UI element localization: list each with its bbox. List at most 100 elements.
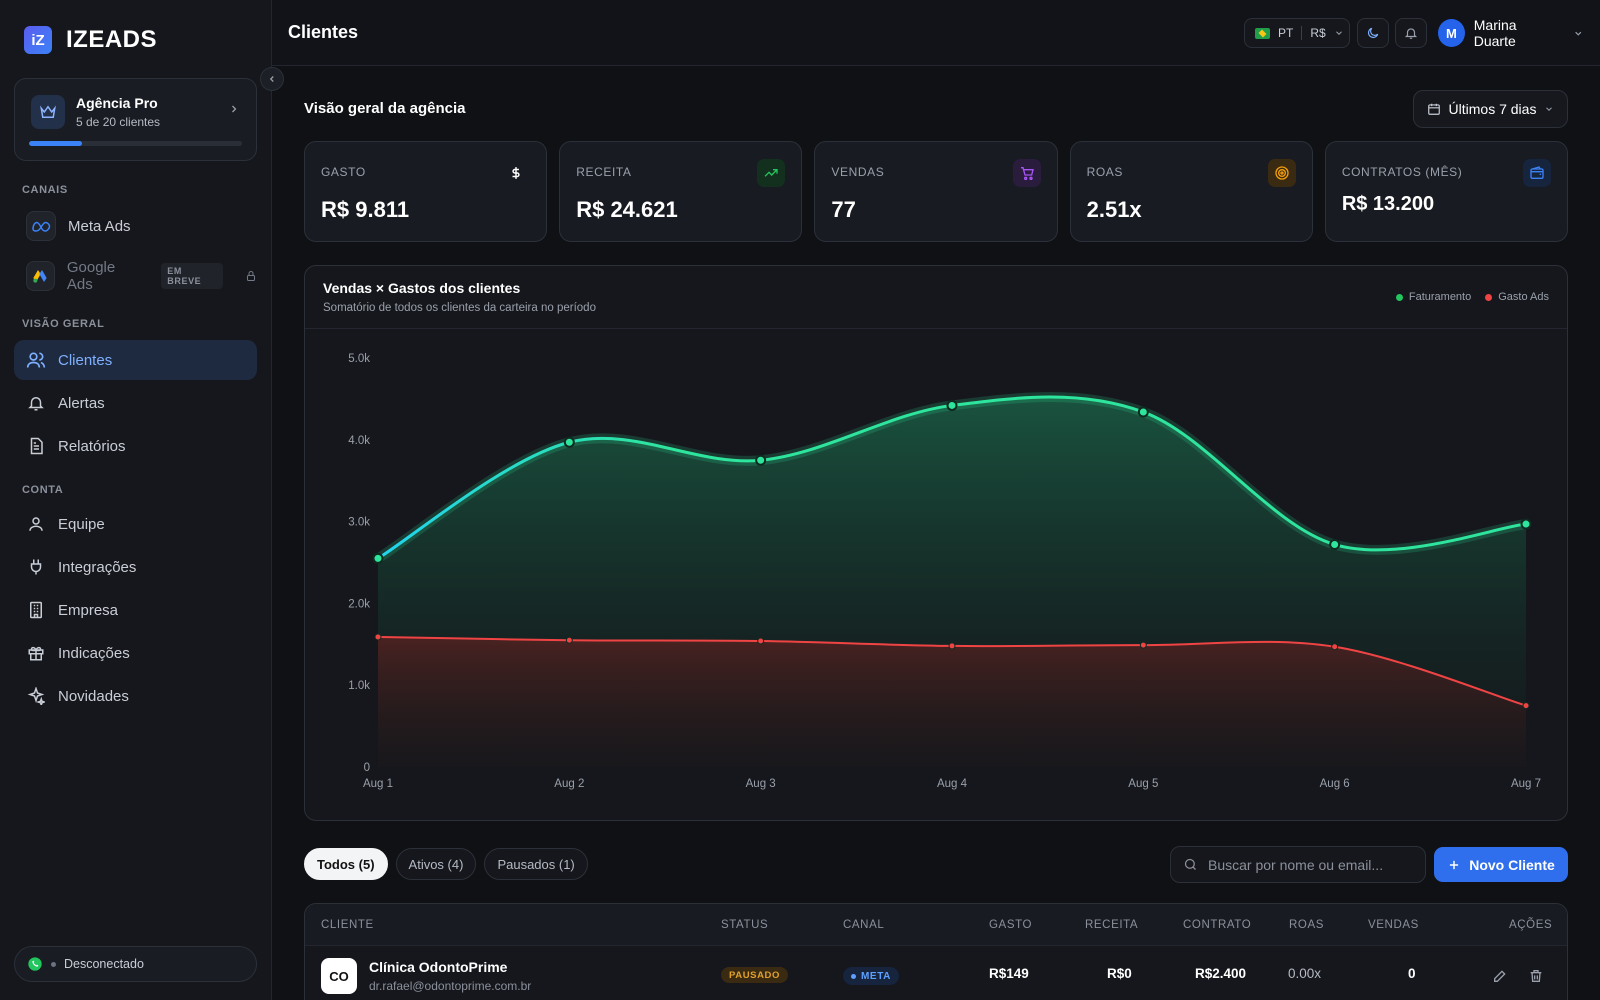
sidebar-item-label: Alertas [58,394,105,412]
plan-card[interactable]: Agência Pro 5 de 20 clientes [14,78,257,161]
column-gasto[interactable]: GASTO [989,919,1033,931]
sidebar-item-meta-ads[interactable]: Meta Ads [14,206,257,246]
sidebar-item-clientes[interactable]: Clientes [14,340,257,380]
y-tick-label: 3.0k [348,517,370,529]
kpi-label: RECEITA [576,165,632,179]
bell-icon [26,393,46,413]
wallet-icon [1523,159,1552,187]
sidebar-item-label: Clientes [58,351,113,369]
column-acoes: AÇÕES [1509,919,1553,931]
language-currency-selector[interactable]: PT R$ [1244,18,1350,48]
y-tick-label: 2.0k [348,598,370,610]
sidebar: iZ IZEADS Agência Pro 5 de 20 clientes C… [0,0,272,1000]
new-client-button[interactable]: Novo Cliente [1434,847,1568,882]
coming-soon-badge: EM BREVE [161,263,223,289]
sidebar-item-label: Meta Ads [68,217,131,235]
notifications-button[interactable] [1395,18,1427,48]
date-range-button[interactable]: Últimos 7 dias [1413,90,1568,128]
client-name[interactable]: Clínica OdontoPrime [369,959,508,975]
search-input[interactable] [1208,856,1408,873]
plan-usage: 5 de 20 clientes [76,115,161,129]
y-tick-label: 0 [364,762,370,774]
kpi-label: ROAS [1086,165,1124,179]
data-point [374,633,382,641]
collapse-sidebar-button[interactable] [260,67,284,91]
sidebar-item-label: Google Ads [66,259,116,293]
legend-item-gasto-ads: Gasto Ads [1485,291,1549,303]
sidebar-item-integracoes[interactable]: Integrações [14,547,257,587]
brazil-flag-icon [1255,27,1270,39]
whatsapp-status-label: Desconectado [64,957,144,971]
pencil-icon [1494,970,1506,982]
trending-up-icon [757,159,786,187]
chart-header: Vendas × Gastos dos clientes Somatório d… [305,266,1567,329]
channel-dot [851,973,856,979]
sidebar-item-novidades[interactable]: Novidades [14,676,257,716]
filter-todos[interactable]: Todos (5) [304,848,388,880]
chevron-left-icon [269,76,274,82]
sidebar-item-label: Indicações [58,644,130,662]
cell-receita: R$0 [1107,966,1132,981]
chevron-down-icon [1575,31,1582,36]
brand-logo: iZ [24,26,52,54]
status-filters: Todos (5) Ativos (4) Pausados (1) [304,848,588,880]
page-title: Clientes [288,22,359,42]
chart-title: Vendas × Gastos dos clientes [323,280,521,296]
dollar-icon [502,159,530,187]
column-canal[interactable]: CANAL [843,919,885,931]
meta-icon [26,211,56,241]
chevron-right-icon [228,103,240,118]
delete-button[interactable] [1526,966,1546,986]
data-point [1520,518,1532,530]
new-client-label: Novo Cliente [1469,856,1555,873]
column-status[interactable]: STATUS [721,919,769,931]
kpi-roas: ROAS 2.51x [1069,141,1313,242]
plan-title: Agência Pro [76,95,158,111]
trash-icon [1530,970,1542,982]
data-point [755,454,767,466]
divider [1301,26,1303,40]
column-cliente[interactable]: CLIENTE [321,919,374,931]
chart-legend: Faturamento Gasto Ads [1395,291,1549,303]
data-point [1329,539,1341,551]
theme-toggle-button[interactable] [1357,18,1389,48]
filter-pausados[interactable]: Pausados (1) [484,848,588,880]
x-tick-label: Aug 3 [746,778,776,790]
kpi-value: R$ 9.811 [321,197,410,222]
account-section-label: CONTA [22,484,64,496]
search-box [1170,846,1426,883]
sidebar-item-relatorios[interactable]: Relatórios [14,426,257,466]
column-roas[interactable]: ROAS [1289,919,1324,931]
legend-item-faturamento: Faturamento [1395,291,1471,303]
sidebar-item-indicacoes[interactable]: Indicações [14,633,257,673]
kpi-vendas: VENDAS 77 [814,141,1058,242]
sparkle-icon [26,686,46,706]
user-menu[interactable]: M Marina Duarte [1434,16,1584,50]
sidebar-item-empresa[interactable]: Empresa [14,590,257,630]
column-contrato[interactable]: CONTRATO [1183,919,1252,931]
data-point [1331,643,1339,651]
cell-vendas: 0 [1408,966,1416,981]
plan-progress-bar [29,141,242,146]
column-vendas[interactable]: VENDAS [1368,919,1419,931]
bell-icon [1404,28,1418,39]
calendar-icon [1427,103,1440,115]
column-receita[interactable]: RECEITA [1085,919,1139,931]
kpi-receita: RECEITA R$ 24.621 [559,141,803,242]
google-ads-icon [26,261,55,291]
kpi-label: GASTO [321,165,366,179]
whatsapp-status[interactable]: Desconectado [14,946,257,982]
kpi-value: 77 [831,197,856,222]
table-row[interactable]: CO Clínica OdontoPrime dr.rafael@odontop… [305,946,1567,1000]
filter-ativos[interactable]: Ativos (4) [395,848,477,880]
x-tick-label: Aug 6 [1320,778,1350,790]
topbar: Clientes PT R$ M Marina Duarte [272,0,1600,66]
kpi-row: GASTO R$ 9.811 RECEITA R$ 24.621 VENDAS … [304,141,1569,242]
brand[interactable]: iZ IZEADS [24,26,157,54]
sidebar-item-alertas[interactable]: Alertas [14,383,257,423]
kpi-contratos: CONTRATOS (MÊS) R$ 13.200 [1324,141,1569,242]
cell-contrato: R$2.400 [1195,966,1247,981]
edit-button[interactable] [1490,966,1510,986]
kpi-value: R$ 13.200 [1341,193,1435,215]
sidebar-item-equipe[interactable]: Equipe [14,504,257,544]
